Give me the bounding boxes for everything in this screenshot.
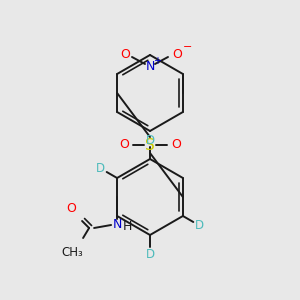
Text: O: O	[172, 47, 182, 61]
Text: O: O	[66, 202, 76, 215]
Text: +: +	[153, 56, 161, 66]
Text: N: N	[145, 61, 155, 74]
Text: H: H	[122, 220, 132, 233]
Text: O: O	[119, 139, 129, 152]
Text: D: D	[146, 248, 154, 260]
Text: D: D	[146, 134, 154, 146]
Text: D: D	[96, 162, 105, 175]
Text: O: O	[171, 139, 181, 152]
Text: O: O	[120, 47, 130, 61]
Text: N: N	[112, 218, 122, 232]
Text: D: D	[195, 219, 204, 232]
Text: S: S	[145, 137, 155, 152]
Text: −: −	[183, 42, 193, 52]
Text: CH₃: CH₃	[61, 245, 83, 259]
